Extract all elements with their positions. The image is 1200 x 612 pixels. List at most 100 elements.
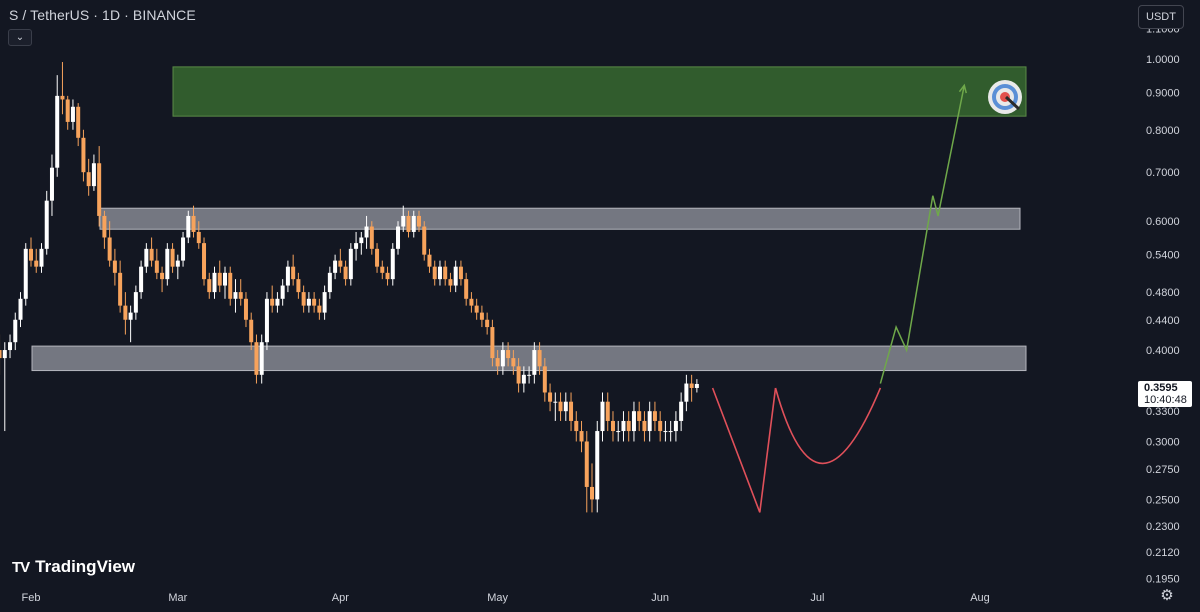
candle-body xyxy=(212,272,217,293)
tradingview-logo[interactable]: TV TradingView xyxy=(12,556,135,578)
y-tick-label: 0.8000 xyxy=(1146,125,1180,137)
candle-body xyxy=(322,292,327,313)
candle-body xyxy=(375,248,380,267)
candle-body xyxy=(306,298,311,306)
candle-body xyxy=(437,266,442,280)
candle-body xyxy=(673,420,678,432)
y-tick-label: 0.1950 xyxy=(1146,573,1180,585)
candle-body xyxy=(521,374,526,384)
candle-body xyxy=(0,350,2,359)
y-tick-label: 0.2120 xyxy=(1146,547,1180,559)
y-tick-label: 0.3000 xyxy=(1146,436,1180,448)
target-zone xyxy=(172,66,1027,117)
candle-body xyxy=(327,272,332,293)
candle-body xyxy=(453,266,458,286)
candle-body xyxy=(65,99,70,122)
candle-body xyxy=(558,401,563,412)
y-tick-label: 0.3300 xyxy=(1146,406,1180,418)
currency-button[interactable]: USDT xyxy=(1138,5,1184,29)
candle-body xyxy=(495,358,500,367)
candle-body xyxy=(574,420,579,432)
candle-body xyxy=(584,441,589,487)
candle-body xyxy=(411,215,416,232)
candle-body xyxy=(359,237,364,244)
candle-body xyxy=(70,106,75,122)
candle-body xyxy=(343,266,348,280)
x-tick-label: May xyxy=(487,592,508,604)
candle-body xyxy=(506,350,511,359)
candle-body xyxy=(401,215,406,227)
candle-body xyxy=(605,401,610,421)
y-tick-label: 0.5400 xyxy=(1146,250,1180,262)
candle-body xyxy=(616,431,621,433)
x-tick-label: Aug xyxy=(970,592,990,604)
x-tick-label: Feb xyxy=(22,592,41,604)
last-price-value: 0.3595 xyxy=(1144,382,1178,394)
y-tick-label: 0.7000 xyxy=(1146,167,1180,179)
candle-body xyxy=(348,248,353,280)
candle-body xyxy=(49,167,54,201)
candle-body xyxy=(579,431,584,442)
candle-body xyxy=(464,279,469,299)
candle-body xyxy=(631,411,636,432)
candle-body xyxy=(102,215,107,238)
symbol-header: S / TetherUS · 1D · BINANCE xyxy=(9,7,196,23)
x-tick-label: Mar xyxy=(168,592,187,604)
candle-body xyxy=(448,279,453,286)
candle-body xyxy=(275,298,280,306)
y-tick-label: 0.2750 xyxy=(1146,464,1180,476)
candle-body xyxy=(610,420,615,432)
candle-body xyxy=(165,248,170,280)
candle-body xyxy=(485,319,490,328)
bullseye-icon xyxy=(988,80,1022,114)
candle-body xyxy=(270,298,275,306)
resistance-zone xyxy=(99,207,1021,230)
candle-body xyxy=(652,411,657,421)
candle-body xyxy=(139,266,144,293)
y-tick-label: 0.4800 xyxy=(1146,287,1180,299)
candle-body xyxy=(149,248,154,261)
candle-body xyxy=(170,248,175,267)
candle-body xyxy=(474,305,479,313)
candle-body xyxy=(679,401,684,421)
rounded-bottom-curve xyxy=(774,387,882,465)
projection-path xyxy=(879,85,966,384)
candle-body xyxy=(202,243,207,280)
x-tick-label: Jul xyxy=(810,592,824,604)
candle-body xyxy=(406,215,411,232)
candle-body xyxy=(222,272,227,286)
candle-body xyxy=(23,248,28,299)
candle-body xyxy=(668,431,673,433)
x-tick-label: Apr xyxy=(332,592,349,604)
chevron-down-icon[interactable]: ⌄ xyxy=(8,29,32,46)
gear-icon[interactable]: ⚙ xyxy=(1160,587,1174,604)
y-tick-label: 1.0000 xyxy=(1146,54,1180,66)
candle-body xyxy=(553,401,558,403)
candle-body xyxy=(458,266,463,280)
candle-body xyxy=(191,215,196,232)
candle-body xyxy=(60,95,65,100)
candle-body xyxy=(123,305,128,320)
candle-body xyxy=(13,319,18,343)
candle-body xyxy=(416,215,421,227)
candle-body xyxy=(532,350,537,375)
candle-body xyxy=(154,260,159,273)
bar-countdown: 10:40:48 xyxy=(1144,394,1187,406)
candle-body xyxy=(144,248,149,267)
candle-body xyxy=(107,237,112,261)
last-price-label: 0.3595 10:40:48 xyxy=(1138,381,1192,407)
candle-body xyxy=(34,260,39,267)
candle-body xyxy=(548,392,553,402)
candle-body xyxy=(500,350,505,367)
projection-arrowhead xyxy=(958,83,967,94)
candle-body xyxy=(537,350,542,367)
candle-body xyxy=(175,260,180,267)
candle-body xyxy=(280,285,285,299)
candle-body xyxy=(590,486,595,500)
candle-body xyxy=(291,266,296,280)
candle-body xyxy=(684,383,689,402)
tradingview-logo-text: TradingView xyxy=(35,557,135,576)
candle-body xyxy=(18,298,23,320)
candle-body xyxy=(642,420,647,432)
